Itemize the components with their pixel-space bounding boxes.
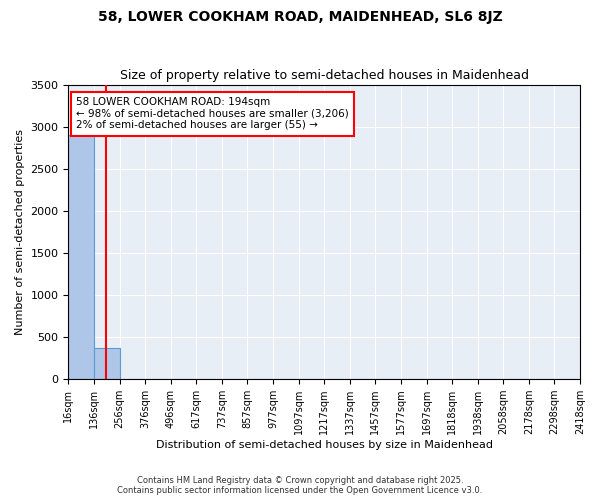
Y-axis label: Number of semi-detached properties: Number of semi-detached properties (15, 129, 25, 335)
Text: 58 LOWER COOKHAM ROAD: 194sqm
← 98% of semi-detached houses are smaller (3,206)
: 58 LOWER COOKHAM ROAD: 194sqm ← 98% of s… (76, 97, 349, 130)
Bar (94, 348, 119, 379)
Text: Contains HM Land Registry data © Crown copyright and database right 2025.
Contai: Contains HM Land Registry data © Crown c… (118, 476, 482, 495)
Bar (68, 135, 94, 379)
Text: 58, LOWER COOKHAM ROAD, MAIDENHEAD, SL6 8JZ: 58, LOWER COOKHAM ROAD, MAIDENHEAD, SL6 … (98, 10, 502, 24)
X-axis label: Distribution of semi-detached houses by size in Maidenhead: Distribution of semi-detached houses by … (156, 440, 493, 450)
Title: Size of property relative to semi-detached houses in Maidenhead: Size of property relative to semi-detach… (120, 69, 529, 82)
